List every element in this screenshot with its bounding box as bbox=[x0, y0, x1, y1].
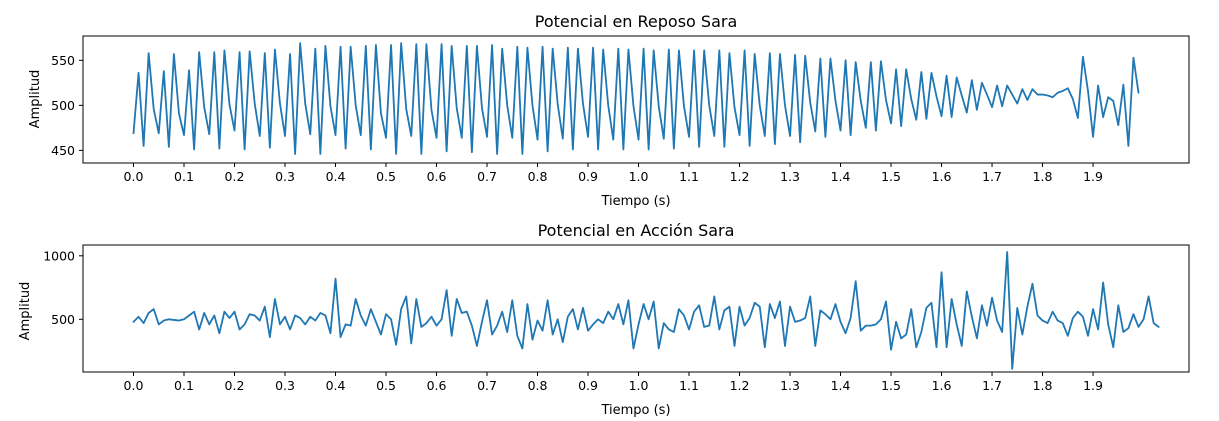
series-line bbox=[132, 42, 1140, 155]
x-tick-label: 0.0 bbox=[124, 378, 144, 393]
y-ticks: 500 1000 bbox=[43, 248, 83, 327]
x-tick-label: 0.5 bbox=[376, 378, 396, 393]
x-tick-label: 1.5 bbox=[881, 169, 901, 184]
x-tick-label: 0.5 bbox=[376, 169, 396, 184]
x-tick-label: 0.6 bbox=[427, 378, 447, 393]
x-tick-label: 1.8 bbox=[1033, 169, 1053, 184]
chart-title: Potencial en Reposo Sara bbox=[535, 12, 738, 31]
x-tick-label: 1.0 bbox=[629, 169, 649, 184]
x-tick-label: 1.9 bbox=[1083, 169, 1103, 184]
x-tick-label: 0.0 bbox=[124, 169, 144, 184]
x-tick-label: 1.1 bbox=[679, 378, 699, 393]
x-axis-label: Tiempo (s) bbox=[600, 403, 670, 418]
x-ticks: 0.0 0.1 0.2 0.3 0.4 0.5 0.6 0.7 0.8 0.9 1.0 1.1 1.2 1… bbox=[124, 372, 1103, 393]
x-tick-label: 1.4 bbox=[831, 378, 851, 393]
y-tick-label: 500 bbox=[51, 312, 75, 327]
plot-frame bbox=[82, 35, 1190, 164]
x-tick-label: 1.9 bbox=[1083, 378, 1103, 393]
x-ticks: 0.0 0.1 0.2 0.3 0.4 0.5 0.6 0.7 0.8 0.9 1.0 1.1 1.2 1… bbox=[124, 163, 1103, 184]
x-tick-label: 0.3 bbox=[275, 378, 295, 393]
x-tick-label: 1.6 bbox=[932, 169, 952, 184]
x-tick-label: 0.6 bbox=[427, 169, 447, 184]
x-axis-label: Tiempo (s) bbox=[600, 194, 670, 209]
x-tick-label: 0.1 bbox=[174, 169, 194, 184]
x-tick-label: 0.4 bbox=[326, 378, 346, 393]
x-tick-label: 1.3 bbox=[780, 169, 800, 184]
y-tick-label: 550 bbox=[51, 53, 75, 68]
y-axis-label: Amplitud bbox=[18, 282, 33, 341]
x-tick-label: 0.1 bbox=[174, 378, 194, 393]
x-tick-label: 1.0 bbox=[629, 378, 649, 393]
x-tick-label: 0.2 bbox=[225, 378, 245, 393]
x-tick-label: 0.7 bbox=[477, 169, 497, 184]
chart-title: Potencial en Acción Sara bbox=[538, 221, 735, 240]
x-tick-label: 1.4 bbox=[831, 169, 851, 184]
x-tick-label: 1.6 bbox=[932, 378, 952, 393]
x-tick-label: 1.2 bbox=[730, 169, 750, 184]
plot-frame bbox=[82, 244, 1190, 373]
y-ticks: 450 500 550 bbox=[51, 53, 83, 158]
x-tick-label: 1.2 bbox=[730, 378, 750, 393]
x-tick-label: 1.8 bbox=[1033, 378, 1053, 393]
x-tick-label: 1.1 bbox=[679, 169, 699, 184]
x-tick-label: 0.2 bbox=[225, 169, 245, 184]
x-tick-label: 0.9 bbox=[578, 169, 598, 184]
x-tick-label: 0.4 bbox=[326, 169, 346, 184]
chart-reposo: Potencial en Reposo Sara Tiempo (s) Ampl… bbox=[28, 12, 1190, 209]
x-tick-label: 0.9 bbox=[578, 378, 598, 393]
x-tick-label: 0.7 bbox=[477, 378, 497, 393]
x-tick-label: 0.8 bbox=[528, 169, 548, 184]
x-tick-label: 1.7 bbox=[982, 169, 1002, 184]
y-tick-label: 500 bbox=[51, 98, 75, 113]
y-axis-label: Amplitud bbox=[28, 70, 43, 129]
series-line bbox=[132, 251, 1160, 370]
x-tick-label: 1.5 bbox=[881, 378, 901, 393]
y-tick-label: 1000 bbox=[43, 248, 75, 263]
y-tick-label: 450 bbox=[51, 143, 75, 158]
x-tick-label: 1.7 bbox=[982, 378, 1002, 393]
chart-accion: Potencial en Acción Sara Tiempo (s) Ampl… bbox=[18, 221, 1190, 418]
x-tick-label: 0.3 bbox=[275, 169, 295, 184]
x-tick-label: 1.3 bbox=[780, 378, 800, 393]
x-tick-label: 0.8 bbox=[528, 378, 548, 393]
